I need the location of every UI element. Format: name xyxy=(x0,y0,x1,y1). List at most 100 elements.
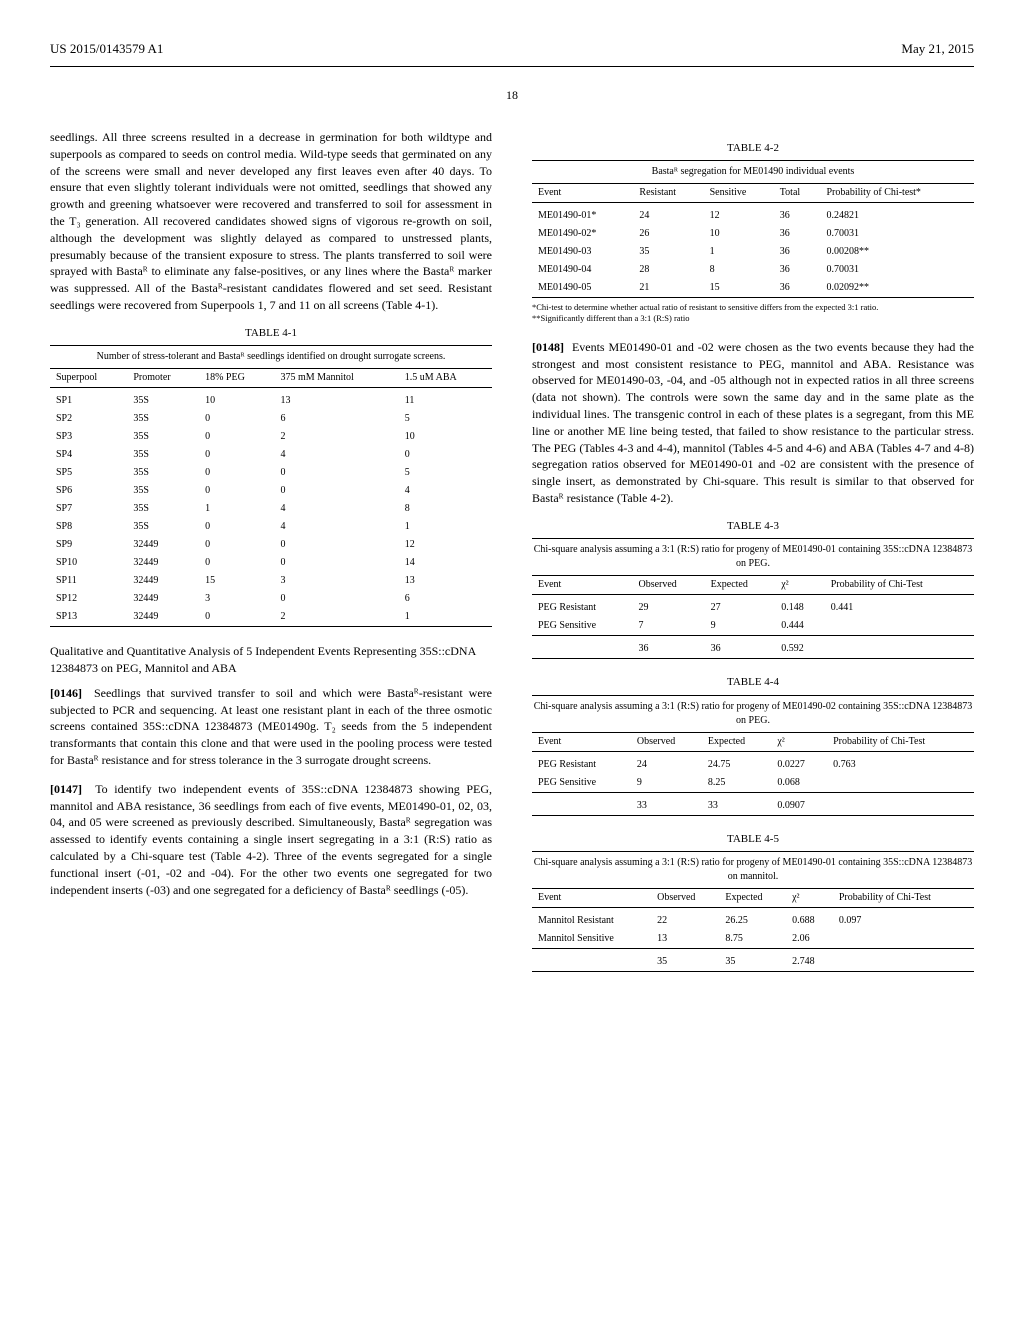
table-cell: 14 xyxy=(399,554,492,572)
table-cell: 6 xyxy=(274,410,398,428)
para-text: To identify two independent events of 35… xyxy=(50,782,492,897)
table-row: SP10324490014 xyxy=(50,554,492,572)
table-header: Expected xyxy=(702,733,771,752)
table-cell: 0 xyxy=(199,446,274,464)
table-cell: 2 xyxy=(274,428,398,446)
table-cell: 35S xyxy=(127,464,199,482)
table-header: Promoter xyxy=(127,369,199,388)
table-4-2: TABLE 4-2 Bastaᴿ segregation for ME01490… xyxy=(532,141,974,323)
table-cell: 12 xyxy=(399,536,492,554)
table-cell: SP1 xyxy=(50,388,127,411)
table-cell: 28 xyxy=(633,261,703,279)
table-cell: SP9 xyxy=(50,536,127,554)
table-cell: 35 xyxy=(633,243,703,261)
table-header: Event xyxy=(532,576,632,595)
table-caption: Number of stress-tolerant and Bastaᴿ see… xyxy=(50,345,492,369)
table-header: Probability of Chi-Test xyxy=(827,733,974,752)
table-row: PEG Resistant2424.750.02270.763 xyxy=(532,751,974,774)
table-cell: SP10 xyxy=(50,554,127,572)
table-cell: ME01490-04 xyxy=(532,261,633,279)
table-cell: SP8 xyxy=(50,518,127,536)
table-caption: Chi-square analysis assuming a 3:1 (R:S)… xyxy=(532,695,974,733)
table-total-cell xyxy=(825,636,974,659)
table-cell: 4 xyxy=(399,482,492,500)
table-cell: 13 xyxy=(651,930,719,949)
table-cell: 32449 xyxy=(127,608,199,627)
table-cell xyxy=(825,617,974,636)
table-cell: 8.25 xyxy=(702,774,771,793)
table-caption: Bastaᴿ segregation for ME01490 individua… xyxy=(532,160,974,184)
table-cell: PEG Sensitive xyxy=(532,774,631,793)
table-cell: PEG Resistant xyxy=(532,595,632,618)
table-cell: 1 xyxy=(704,243,774,261)
table-caption: Chi-square analysis assuming a 3:1 (R:S)… xyxy=(532,538,974,576)
table-cell: SP2 xyxy=(50,410,127,428)
table-row: PEG Resistant29270.1480.441 xyxy=(532,595,974,618)
table-header: Total xyxy=(774,184,821,203)
table-total-cell: 33 xyxy=(631,792,702,815)
table-4-1: TABLE 4-1 Number of stress-tolerant and … xyxy=(50,326,492,627)
table-cell: 2.06 xyxy=(786,930,833,949)
paragraph-0146: [0146] Seedlings that survived transfer … xyxy=(50,685,492,769)
table-cell xyxy=(827,774,974,793)
table-cell: 36 xyxy=(774,279,821,298)
table-footnote: *Chi-test to determine whether actual ra… xyxy=(532,302,974,322)
table-cell: SP6 xyxy=(50,482,127,500)
page-header: US 2015/0143579 A1 May 21, 2015 xyxy=(50,40,974,58)
table-4-4: TABLE 4-4 Chi-square analysis assuming a… xyxy=(532,675,974,815)
table-row: Mannitol Sensitive138.752.06 xyxy=(532,930,974,949)
paragraph-intro: seedlings. All three screens resulted in… xyxy=(50,129,492,314)
table-cell: 35S xyxy=(127,428,199,446)
table-cell: 11 xyxy=(399,388,492,411)
table-cell: 35S xyxy=(127,446,199,464)
table-cell: SP13 xyxy=(50,608,127,627)
table-cell: 35S xyxy=(127,388,199,411)
table-cell: 0 xyxy=(274,554,398,572)
table-cell: 3 xyxy=(274,572,398,590)
table-row: ME01490-04288360.70031 xyxy=(532,261,974,279)
table-row: SP335S0210 xyxy=(50,428,492,446)
table-cell: 32449 xyxy=(127,554,199,572)
table-header: χ² xyxy=(775,576,824,595)
table-cell: 36 xyxy=(774,225,821,243)
table-header: Expected xyxy=(719,889,786,908)
table-total-cell: 36 xyxy=(705,636,776,659)
table-cell: 8 xyxy=(704,261,774,279)
table-cell xyxy=(833,930,974,949)
table-cell: ME01490-01* xyxy=(532,203,633,226)
para-number: [0148] xyxy=(532,340,564,354)
table-cell: 0 xyxy=(199,518,274,536)
table-header: χ² xyxy=(786,889,833,908)
table-label: TABLE 4-4 xyxy=(532,675,974,690)
table-cell: 0.688 xyxy=(786,907,833,930)
table-cell: 32449 xyxy=(127,572,199,590)
section-heading: Qualitative and Quantitative Analysis of… xyxy=(50,643,492,677)
table-cell: 0.068 xyxy=(771,774,827,793)
table-row: SP435S040 xyxy=(50,446,492,464)
table-cell: SP5 xyxy=(50,464,127,482)
table-cell: 26 xyxy=(633,225,703,243)
table-total-cell: 0.0907 xyxy=(771,792,827,815)
table-header: Event xyxy=(532,889,651,908)
table-row: SP113244915313 xyxy=(50,572,492,590)
para-number: [0147] xyxy=(50,782,82,796)
table-label: TABLE 4-5 xyxy=(532,832,974,847)
table-cell: 0 xyxy=(274,482,398,500)
table-cell: 36 xyxy=(774,203,821,226)
table-cell: 0 xyxy=(199,536,274,554)
table-header: Probability of Chi-test* xyxy=(820,184,974,203)
table-cell: 13 xyxy=(399,572,492,590)
right-column: TABLE 4-2 Bastaᴿ segregation for ME01490… xyxy=(532,129,974,988)
table-header: Sensitive xyxy=(704,184,774,203)
table-cell: 10 xyxy=(704,225,774,243)
content-columns: seedlings. All three screens resulted in… xyxy=(50,129,974,988)
table-cell: 22 xyxy=(651,907,719,930)
para-text: Seedlings that survived transfer to soil… xyxy=(50,686,492,767)
paragraph-0147: [0147] To identify two independent event… xyxy=(50,781,492,899)
table-cell: 0.097 xyxy=(833,907,974,930)
table-total-cell xyxy=(532,948,651,971)
table-cell: 35S xyxy=(127,410,199,428)
table-cell: 0.70031 xyxy=(820,261,974,279)
table-row: SP535S005 xyxy=(50,464,492,482)
table-cell: 0.0227 xyxy=(771,751,827,774)
